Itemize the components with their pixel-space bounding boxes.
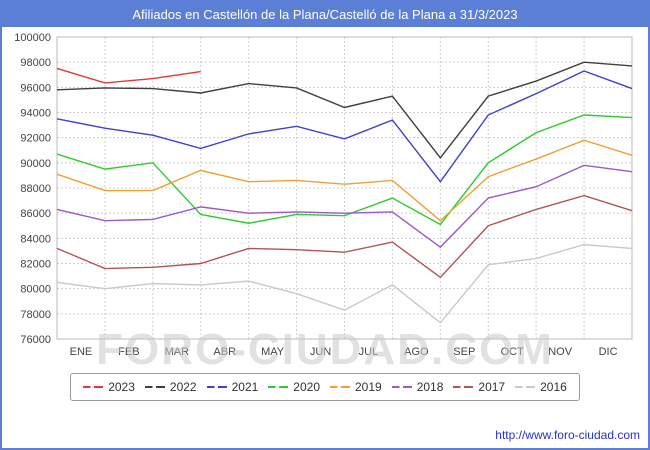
legend-label: 2020 xyxy=(293,380,320,394)
legend-item-2021: 2021 xyxy=(206,380,259,394)
x-tick-label: MAR xyxy=(165,346,190,358)
legend-label: 2023 xyxy=(108,380,135,394)
line-chart: 76000 78000 80000 82000 84000 86000 88000 90000… xyxy=(14,32,633,358)
x-tick-label: OCT xyxy=(501,346,525,358)
y-tick-label: 86000 xyxy=(20,208,51,220)
legend-item-2017: 2017 xyxy=(453,380,505,394)
x-tick-label: ABR xyxy=(213,346,236,358)
legend-line-swatch xyxy=(83,386,104,388)
legend-item-2018: 2018 xyxy=(391,380,444,394)
legend-line-swatch xyxy=(330,386,350,388)
y-tick-label: 84000 xyxy=(20,233,51,245)
y-tick-label: 100000 xyxy=(14,32,51,44)
series-line-2018 xyxy=(56,164,633,249)
y-tick-label: 76000 xyxy=(20,334,51,346)
x-tick-label: JUL xyxy=(359,346,379,358)
legend-line-swatch xyxy=(268,386,289,388)
legend-item-2023: 2023 xyxy=(83,380,135,394)
legend-item-2016: 2016 xyxy=(515,380,567,394)
plot-border xyxy=(56,36,633,340)
y-tick-label: 78000 xyxy=(20,309,51,321)
y-tick-label: 98000 xyxy=(20,57,51,69)
y-tick-label: 96000 xyxy=(20,82,51,94)
series-line-2021 xyxy=(56,70,633,183)
legend-label: 2017 xyxy=(478,380,506,394)
legend-line-swatch xyxy=(391,386,412,388)
footer-url-link[interactable]: http://www.foro-ciudad.com xyxy=(495,428,640,442)
y-tick-label: 88000 xyxy=(20,183,51,195)
chart-area: 76000 78000 80000 82000 84000 86000 88000 90000… xyxy=(2,27,648,374)
y-tick-label: 94000 xyxy=(20,108,51,120)
legend-label: 2016 xyxy=(540,380,567,394)
series-line-2017 xyxy=(56,194,633,279)
legend-line-swatch xyxy=(453,386,474,388)
series-line-2023 xyxy=(56,67,201,84)
chart-title: Afiliados en Castellón de la Plana/Caste… xyxy=(2,2,648,27)
legend-line-swatch xyxy=(206,386,227,388)
legend-item-2022: 2022 xyxy=(144,380,197,394)
x-tick-label: MAY xyxy=(261,346,285,358)
series-line-2020 xyxy=(56,114,633,226)
legend-line-swatch xyxy=(515,386,536,388)
footer: http://www.foro-ciudad.com xyxy=(2,401,648,448)
legend-item-2020: 2020 xyxy=(268,380,320,394)
x-tick-label: AGO xyxy=(404,346,429,358)
x-tick-label: FEB xyxy=(118,346,139,358)
y-tick-label: 92000 xyxy=(20,133,51,145)
x-tick-label: JUN xyxy=(310,346,331,358)
y-tick-label: 82000 xyxy=(20,259,51,271)
y-tick-label: 90000 xyxy=(20,158,51,170)
legend-label: 2021 xyxy=(231,380,259,394)
legend-label: 2019 xyxy=(355,380,382,394)
legend-line-swatch xyxy=(144,386,165,388)
x-tick-label: ENE xyxy=(70,346,93,358)
series-line-2022 xyxy=(56,61,633,159)
legend-item-2019: 2019 xyxy=(330,380,382,394)
series-line-2016 xyxy=(56,243,633,324)
x-tick-label: SEP xyxy=(453,346,475,358)
x-tick-label: NOV xyxy=(548,346,573,358)
series-line-2019 xyxy=(56,139,633,222)
legend: 2023 2022 2021 2020 2019 2018 2017 2016 xyxy=(70,373,580,401)
legend-label: 2018 xyxy=(416,380,444,394)
y-tick-label: 80000 xyxy=(20,284,51,296)
x-tick-label: DIC xyxy=(599,346,618,358)
legend-label: 2022 xyxy=(169,380,197,394)
